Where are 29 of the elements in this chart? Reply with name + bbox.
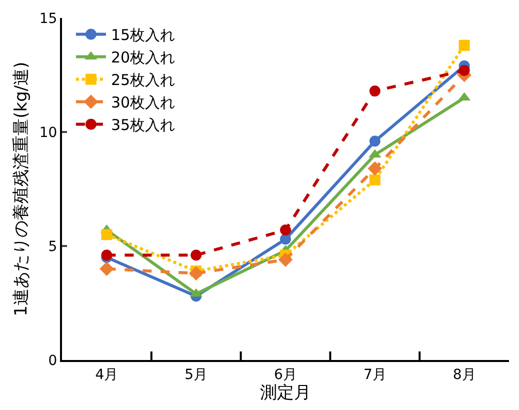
legend-label: 15枚入れ xyxy=(110,26,176,44)
point xyxy=(278,252,293,267)
point xyxy=(188,266,204,281)
point xyxy=(280,234,291,245)
point xyxy=(458,40,470,51)
y-tick-label: 5 xyxy=(48,238,58,255)
point xyxy=(368,161,382,176)
y-tick-label: 15 xyxy=(39,10,58,27)
y-tick-label: 10 xyxy=(39,124,58,141)
point xyxy=(369,85,380,96)
legend-label: 25枚入れ xyxy=(110,71,176,90)
legend-label: 30枚入れ xyxy=(110,94,176,112)
point xyxy=(369,174,380,186)
x-axis-title: 測定月 xyxy=(260,382,311,403)
x-tick-label: 6月 xyxy=(274,366,297,383)
x-tick-label: 7月 xyxy=(363,366,386,383)
point xyxy=(190,250,202,261)
x-tick-label: 4月 xyxy=(95,366,118,383)
y-axis-title: 1連あたりの養殖残渣重量(kg/連) xyxy=(11,62,32,316)
legend-label: 20枚入れ xyxy=(110,48,176,67)
point xyxy=(369,136,380,147)
x-tick-label: 8月 xyxy=(452,366,476,383)
y-tick-label: 0 xyxy=(48,352,58,369)
point xyxy=(280,224,291,236)
legend-label: 35枚入れ xyxy=(110,116,176,134)
point xyxy=(101,229,112,240)
x-tick-label: 5月 xyxy=(184,366,208,383)
point xyxy=(100,262,114,276)
point xyxy=(458,64,470,76)
